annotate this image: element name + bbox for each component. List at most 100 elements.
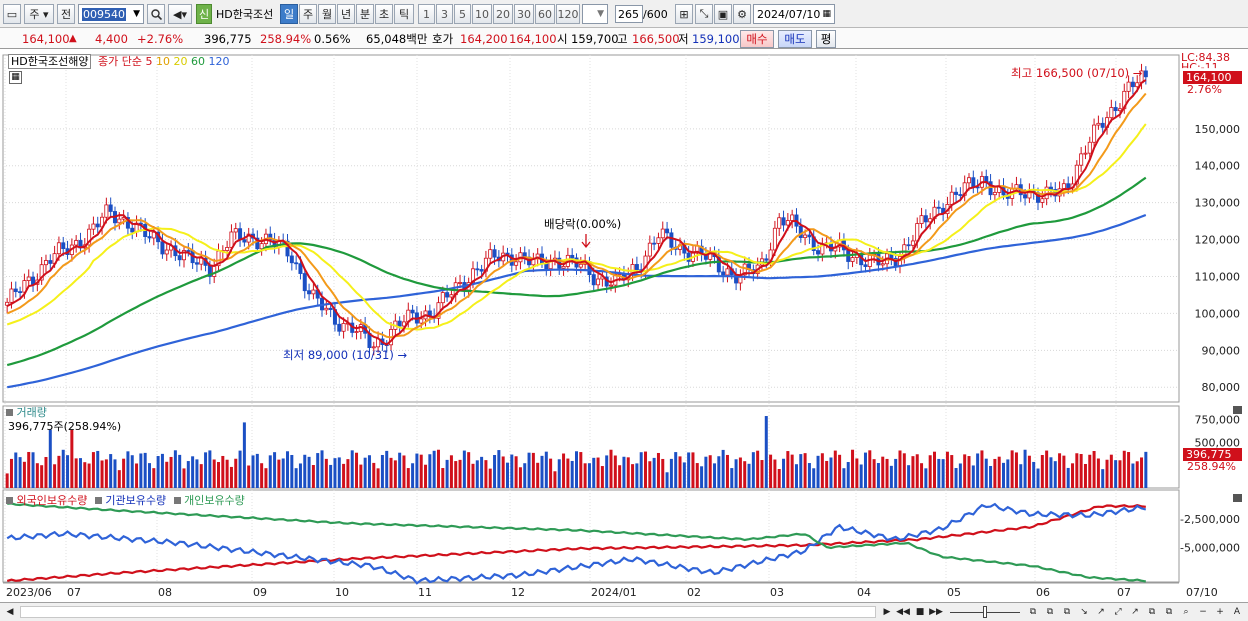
volume-bar[interactable] — [1071, 463, 1075, 488]
volume-bar[interactable] — [484, 460, 488, 488]
period-second-tab[interactable]: 초 — [375, 4, 393, 24]
candle[interactable] — [238, 228, 243, 241]
volume-bar[interactable] — [734, 459, 738, 488]
volume-bar[interactable] — [829, 457, 833, 488]
volume-bar[interactable] — [372, 462, 376, 488]
volume-bar[interactable] — [1023, 449, 1027, 488]
line-tool-icon[interactable]: ↗ — [1131, 607, 1139, 617]
volume-bar[interactable] — [96, 450, 100, 488]
volume-bar[interactable] — [393, 460, 397, 488]
candle[interactable] — [923, 215, 928, 223]
candle[interactable] — [479, 269, 484, 272]
interval-10[interactable]: 10 — [472, 4, 492, 24]
volume-bar[interactable] — [562, 453, 566, 488]
volume-bar[interactable] — [717, 456, 721, 488]
volume-bar[interactable] — [967, 456, 971, 488]
candle[interactable] — [104, 204, 109, 218]
volume-bar[interactable] — [971, 465, 975, 488]
volume-bar[interactable] — [432, 450, 436, 488]
candle[interactable] — [229, 231, 234, 248]
volume-bar[interactable] — [320, 450, 324, 488]
volume-bar[interactable] — [596, 457, 600, 488]
candle[interactable] — [863, 264, 868, 267]
candle[interactable] — [164, 249, 169, 255]
candle[interactable] — [181, 250, 186, 261]
candle[interactable] — [906, 244, 911, 247]
volume-bar[interactable] — [1105, 459, 1109, 488]
period-tick-tab[interactable]: 틱 — [394, 4, 414, 24]
volume-bar[interactable] — [44, 456, 48, 488]
candle[interactable] — [721, 271, 726, 276]
volume-bar[interactable] — [553, 471, 557, 488]
candle[interactable] — [1117, 108, 1122, 112]
volume-bar[interactable] — [773, 459, 777, 488]
volume-bar[interactable] — [1122, 450, 1126, 488]
volume-bar[interactable] — [380, 454, 384, 488]
candle[interactable] — [285, 240, 290, 257]
volume-bar[interactable] — [786, 451, 790, 488]
volume-bar[interactable] — [898, 450, 902, 488]
volume-bar[interactable] — [579, 452, 583, 488]
volume-bar[interactable] — [173, 450, 177, 488]
candle[interactable] — [936, 206, 941, 209]
volume-bar[interactable] — [626, 457, 630, 488]
volume-bar[interactable] — [557, 459, 561, 488]
candle[interactable] — [61, 242, 66, 250]
volume-bar[interactable] — [816, 455, 820, 488]
volume-bar[interactable] — [859, 464, 863, 488]
volume-bar[interactable] — [756, 450, 760, 488]
candle[interactable] — [95, 223, 100, 228]
volume-bar[interactable] — [78, 458, 82, 488]
volume-bar[interactable] — [324, 458, 328, 488]
volume-bar[interactable] — [501, 456, 505, 488]
volume-bar[interactable] — [281, 458, 285, 488]
volume-bar[interactable] — [1049, 457, 1053, 488]
candle[interactable] — [1040, 198, 1045, 203]
volume-bar[interactable] — [958, 463, 962, 488]
candle[interactable] — [1083, 152, 1088, 155]
volume-bar[interactable] — [769, 454, 773, 488]
volume-bar[interactable] — [751, 452, 755, 488]
period-year-tab[interactable]: 년 — [337, 4, 355, 24]
volume-bar[interactable] — [583, 463, 587, 488]
volume-bar[interactable] — [1006, 459, 1010, 488]
volume-bar[interactable] — [989, 465, 993, 488]
volume-bar[interactable] — [1014, 452, 1018, 488]
volume-bar[interactable] — [738, 457, 742, 488]
speaker-icon[interactable]: ◀▾ — [168, 4, 192, 24]
candle[interactable] — [440, 292, 445, 304]
date-input[interactable]: 2024/07/10 ▦ — [753, 4, 835, 24]
volume-bar[interactable] — [139, 453, 143, 488]
volume-bar[interactable] — [268, 455, 272, 488]
candle[interactable] — [475, 268, 480, 271]
volume-bar[interactable] — [424, 464, 428, 488]
volume-bar[interactable] — [600, 466, 604, 488]
candle[interactable] — [803, 234, 808, 239]
volume-bar[interactable] — [691, 452, 695, 488]
volume-bar[interactable] — [126, 451, 130, 488]
volume-bar[interactable] — [359, 464, 363, 488]
candle[interactable] — [302, 273, 307, 292]
volume-bar[interactable] — [411, 463, 415, 488]
candle[interactable] — [9, 288, 14, 303]
candle[interactable] — [445, 292, 450, 298]
volume-bar[interactable] — [402, 455, 406, 488]
candle[interactable] — [958, 194, 963, 196]
volume-bar[interactable] — [311, 465, 315, 488]
table-icon[interactable]: ▦ — [9, 71, 22, 84]
volume-bar[interactable] — [790, 454, 794, 488]
volume-bar[interactable] — [18, 457, 22, 488]
candle[interactable] — [798, 225, 803, 239]
volume-bar[interactable] — [514, 456, 518, 488]
candle[interactable] — [410, 309, 415, 314]
candle[interactable] — [48, 260, 53, 264]
ma10-line[interactable] — [6, 92, 1147, 339]
candle[interactable] — [790, 214, 795, 221]
volume-bar[interactable] — [833, 450, 837, 488]
volume-bar[interactable] — [419, 454, 423, 488]
volume-bar[interactable] — [911, 456, 915, 488]
volume-bar[interactable] — [14, 452, 18, 488]
period-month-tab[interactable]: 월 — [318, 4, 336, 24]
copy-icon[interactable]: ⧉ — [1063, 607, 1071, 617]
volume-bar[interactable] — [648, 461, 652, 488]
